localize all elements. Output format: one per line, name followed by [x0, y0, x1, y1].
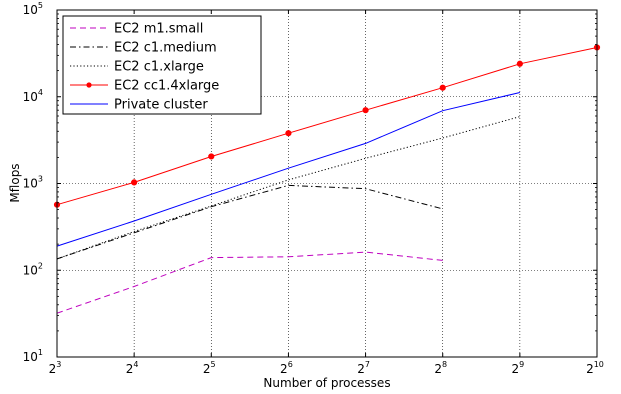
legend-label-ec2-c1-xlarge: EC2 c1.xlarge: [114, 60, 204, 75]
x-tick-label: 27: [357, 360, 370, 376]
x-tick-base: 2: [203, 362, 211, 376]
legend-label-ec2-cc1-4xlarge: EC2 cc1.4xlarge: [114, 79, 219, 94]
y-tick-label: 103: [23, 175, 43, 191]
x-tick-base: 2: [434, 362, 442, 376]
y-tick-label: 101: [23, 348, 43, 364]
x-tick-base: 2: [49, 362, 57, 376]
series-line-private-cluster: [56, 92, 521, 247]
legend-label-ec2-m1-small: EC2 m1.small: [114, 22, 203, 37]
y-tick-base: 10: [23, 177, 38, 191]
x-tick-exponent: 8: [442, 360, 447, 369]
x-tick-exponent: 4: [133, 360, 138, 369]
x-tick-label: 29: [511, 360, 524, 376]
x-tick-label: 24: [126, 360, 139, 376]
series-line-ec2-cc1-4xlarge: [56, 47, 598, 206]
x-tick-base: 2: [586, 362, 594, 376]
y-tick-base: 10: [23, 263, 38, 277]
x-tick-base: 2: [511, 362, 519, 376]
x-tick-base: 2: [126, 362, 134, 376]
x-tick-exponent: 5: [211, 360, 216, 369]
series-line-ec2-c1-medium: [56, 184, 443, 260]
y-tick-exponent: 2: [38, 261, 43, 270]
x-tick-label: 210: [586, 360, 604, 376]
x-tick-exponent: 9: [519, 360, 524, 369]
data-point-ec2-cc1-4xlarge: [516, 60, 523, 67]
legend-marker-ec2-cc1-4xlarge: [86, 82, 92, 88]
data-point-ec2-cc1-4xlarge: [208, 153, 215, 160]
y-tick-label: 104: [23, 88, 43, 104]
x-tick-exponent: 10: [594, 360, 604, 369]
x-tick-base: 2: [280, 362, 288, 376]
y-tick-base: 10: [23, 90, 38, 104]
y-tick-exponent: 5: [38, 1, 43, 10]
data-point-ec2-cc1-4xlarge: [285, 130, 292, 137]
y-tick-label: 102: [23, 261, 43, 277]
x-tick-label: 26: [280, 360, 293, 376]
y-tick-base: 10: [23, 3, 38, 17]
y-tick-label: 105: [23, 1, 43, 17]
data-point-ec2-cc1-4xlarge: [439, 84, 446, 91]
x-tick-label: 23: [49, 360, 62, 376]
x-tick-label: 25: [203, 360, 216, 376]
legend-label-ec2-c1-medium: EC2 c1.medium: [114, 41, 217, 56]
series-line-ec2-c1-xlarge: [56, 116, 521, 260]
y-tick-exponent: 4: [38, 88, 43, 97]
y-axis-label: Mflops: [8, 163, 22, 202]
x-tick-exponent: 7: [365, 360, 370, 369]
x-tick-exponent: 6: [288, 360, 293, 369]
data-point-ec2-cc1-4xlarge: [362, 107, 369, 114]
data-point-ec2-cc1-4xlarge: [131, 179, 138, 186]
x-tick-label: 28: [434, 360, 447, 376]
x-axis-label: Number of processes: [263, 376, 390, 390]
y-tick-exponent: 3: [38, 175, 43, 184]
y-tick-base: 10: [23, 350, 38, 364]
y-tick-exponent: 1: [38, 348, 43, 357]
legend-label-private-cluster: Private cluster: [114, 98, 208, 113]
series-line-ec2-m1-small: [56, 251, 443, 314]
x-tick-base: 2: [357, 362, 365, 376]
legend: EC2 m1.small EC2 c1.medium EC2 c1.xlarge EC…: [62, 15, 262, 115]
legend-box: [62, 15, 262, 115]
x-tick-exponent: 3: [56, 360, 61, 369]
